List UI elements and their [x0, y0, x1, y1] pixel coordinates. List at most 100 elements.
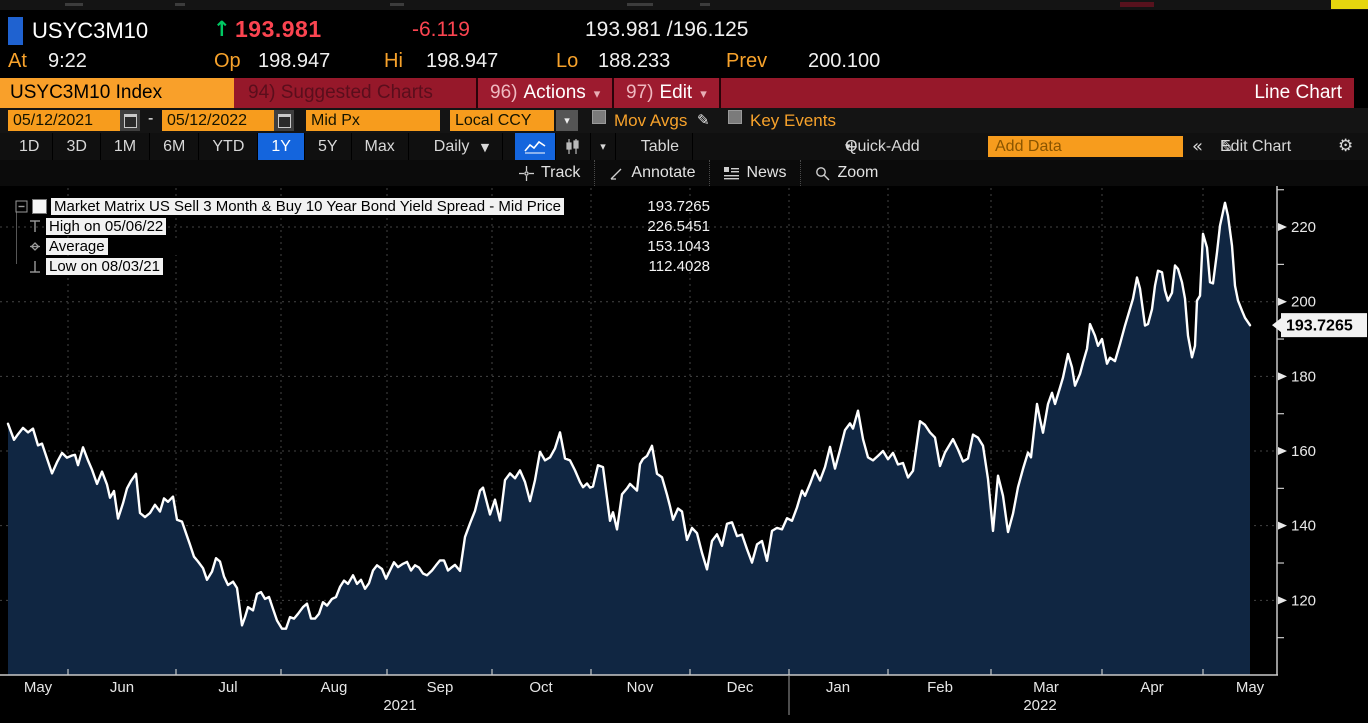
x-axis-month-label: Jan	[826, 679, 850, 696]
high-value: 198.947	[426, 50, 499, 72]
ticker-input[interactable]: USYC3M10 Index	[0, 78, 234, 108]
period-tab-6m[interactable]: 6M	[150, 133, 200, 160]
caret-down-icon: ▾	[700, 87, 707, 102]
legend-label[interactable]: High on 05/06/22	[46, 217, 167, 235]
date-from-input[interactable]: 05/12/2021	[8, 110, 120, 131]
window-top-strip	[0, 0, 1368, 10]
x-axis-month-label: Aug	[321, 679, 348, 696]
prev-label: Prev	[726, 50, 768, 72]
x-axis-month-label: Apr	[1140, 679, 1163, 696]
period-tab-1m[interactable]: 1M	[101, 133, 151, 160]
collapse-panel-button[interactable]: «	[1192, 136, 1204, 157]
function-menu-bar: USYC3M10 Index 94) Suggested Charts 96) A…	[0, 78, 1368, 108]
legend-low-marker-icon	[30, 260, 40, 273]
legend-value: 112.4028	[648, 257, 710, 275]
calendar-button[interactable]	[274, 110, 294, 131]
legend-value: 193.7265	[647, 197, 710, 215]
actions-menu-button[interactable]: 96) Actions ▾	[476, 78, 615, 108]
news-button[interactable]: News	[709, 160, 800, 186]
caret-down-icon: ▾	[564, 114, 570, 127]
period-tab-ytd[interactable]: YTD	[199, 133, 259, 160]
x-axis-year-label: 2022	[1023, 697, 1056, 714]
zoom-label: Zoom	[837, 164, 879, 181]
date-to-input[interactable]: 05/12/2022	[162, 110, 274, 131]
last-price-callout-value: 193.7265	[1286, 318, 1353, 335]
mov-avgs-checkbox[interactable]	[592, 110, 606, 124]
x-axis-month-label: Jun	[110, 679, 134, 696]
chart-tools-bar: Track Annotate News Zoom	[0, 160, 1368, 186]
mov-avgs-edit-icon[interactable]: ✎	[697, 111, 710, 129]
x-axis-month-label: Dec	[727, 679, 754, 696]
add-data-input[interactable]: Add Data	[988, 136, 1183, 157]
mov-avgs-label[interactable]: Mov Avgs	[614, 111, 688, 130]
series-line	[6, 201, 1252, 630]
track-button[interactable]: Track	[505, 160, 594, 186]
x-axis-month-label: Sep	[427, 679, 454, 696]
chart-settings-gear-icon[interactable]: ⚙	[1338, 136, 1354, 156]
calendar-icon	[123, 113, 137, 128]
period-tab-1d[interactable]: 1D	[6, 133, 54, 160]
candle-chart-type-icon	[566, 139, 579, 154]
period-tab-3d[interactable]: 3D	[53, 133, 101, 160]
y-axis-tick-label: 140	[1291, 518, 1316, 535]
news-label: News	[746, 164, 787, 181]
actions-label: Actions	[523, 82, 586, 103]
last-price: 193.981	[235, 16, 322, 42]
legend-label[interactable]: Low on 08/03/21	[46, 257, 163, 275]
annotate-button[interactable]: Annotate	[594, 160, 709, 186]
plus-icon: +	[845, 137, 859, 156]
price-change: -6.119	[412, 18, 470, 41]
series-area-fill	[8, 202, 1250, 676]
zoom-button[interactable]: Zoom	[800, 160, 892, 186]
ticker-symbol: USYC3M10	[32, 18, 149, 43]
x-axis-month-label: Mar	[1033, 679, 1059, 696]
legend-high-marker-icon	[30, 219, 40, 232]
chart-type-line-button[interactable]	[515, 133, 557, 160]
toolbar-gap	[616, 133, 628, 160]
low-value: 188.233	[598, 50, 671, 72]
y-axis-tick-label: 200	[1291, 294, 1316, 311]
period-tab-1y[interactable]: 1Y	[258, 133, 305, 160]
edit-label: Edit	[659, 82, 693, 103]
screen-title: Line Chart	[1254, 82, 1342, 103]
period-tab-max[interactable]: Max	[352, 133, 409, 160]
legend-label[interactable]: Market Matrix US Sell 3 Month & Buy 10 Y…	[51, 197, 564, 215]
caret-down-icon: ▾	[845, 140, 851, 153]
news-icon	[724, 166, 740, 179]
legend-tree-line	[16, 212, 17, 264]
at-label: At	[8, 50, 27, 72]
chart-type-dropdown-button[interactable]: ▾	[591, 133, 616, 160]
legend-row-high: High on 05/06/22 226.5451	[10, 216, 710, 236]
calendar-button[interactable]	[120, 110, 140, 131]
table-button[interactable]: Table	[628, 133, 694, 160]
period-tabs: 1D 3D 1M 6M YTD 1Y 5Y Max Daily ▼ ▾ Table	[6, 133, 694, 160]
magnifier-icon	[816, 166, 830, 180]
legend-row-avg: Average 153.1043	[10, 236, 710, 256]
x-axis-month-label: May	[24, 679, 53, 696]
menu-suggested-charts[interactable]: 94) Suggested Charts	[248, 82, 433, 103]
x-axis-month-label: Nov	[627, 679, 654, 696]
x-axis-year-label: 2021	[383, 697, 416, 714]
caret-down-icon: ▾	[593, 87, 601, 102]
key-events-checkbox[interactable]	[728, 110, 742, 124]
prev-value: 200.100	[808, 50, 881, 72]
quote-time: 9:22	[48, 50, 87, 72]
security-header: USYC3M10 ↑ 193.981 -6.119 193.981 /196.1…	[0, 10, 1368, 78]
currency-select[interactable]: Local CCY	[450, 110, 554, 131]
actions-shortcut: 96)	[490, 82, 518, 103]
currency-dropdown-button[interactable]: ▾	[556, 110, 578, 131]
last-price-callout	[1281, 313, 1367, 338]
open-label: Op	[214, 50, 241, 72]
price-field-select[interactable]: Mid Px	[306, 110, 440, 131]
open-value: 198.947	[258, 50, 331, 72]
annotate-label: Annotate	[631, 164, 696, 181]
key-events-label[interactable]: Key Events	[750, 111, 836, 130]
legend-value: 153.1043	[647, 237, 710, 255]
period-tab-5y[interactable]: 5Y	[305, 133, 352, 160]
chart-type-candle-button[interactable]	[556, 133, 592, 160]
y-axis-tick-label: 220	[1291, 219, 1316, 236]
frequency-select[interactable]: Daily ▼	[421, 133, 504, 160]
edit-menu-button[interactable]: 97) Edit ▾	[612, 78, 721, 108]
legend-label[interactable]: Average	[46, 237, 108, 255]
